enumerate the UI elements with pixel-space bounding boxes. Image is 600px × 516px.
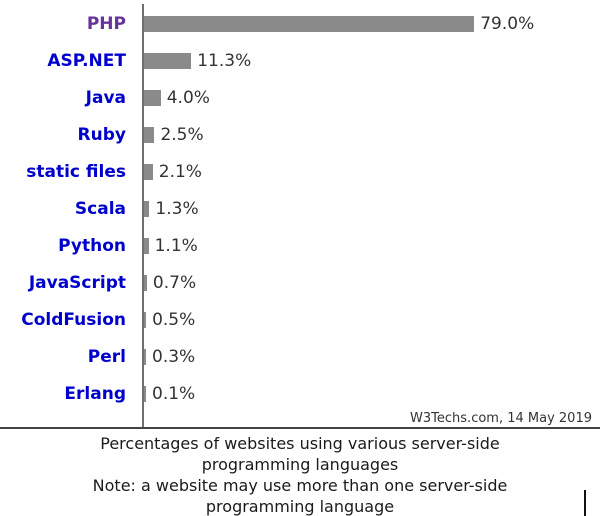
category-label: Java bbox=[85, 87, 126, 108]
bar bbox=[144, 311, 147, 328]
chart-row: PHP 79.0% bbox=[0, 5, 600, 42]
value-label: 2.1% bbox=[158, 161, 202, 182]
category-label: PHP bbox=[86, 13, 126, 34]
row-plot-area: 2.5% bbox=[135, 125, 600, 145]
row-plot-area: 0.3% bbox=[135, 347, 600, 367]
chart-rows: PHP 79.0% ASP.NET 11.3% Java 4.0% Ruby 2… bbox=[0, 5, 600, 412]
bar bbox=[144, 200, 150, 217]
category-label: Ruby bbox=[77, 124, 126, 145]
bar bbox=[144, 126, 155, 143]
attribution-text: W3Techs.com, 14 May 2019 bbox=[410, 411, 592, 426]
row-plot-area: 2.1% bbox=[135, 162, 600, 182]
row-plot-area: 79.0% bbox=[135, 14, 600, 34]
category-label: Perl bbox=[87, 346, 126, 367]
value-label: 2.5% bbox=[160, 124, 204, 145]
row-plot-area: 1.1% bbox=[135, 236, 600, 256]
chart-row: JavaScript 0.7% bbox=[0, 264, 600, 301]
caption-block: Percentages of websites using various se… bbox=[0, 429, 600, 516]
row-plot-area: 0.5% bbox=[135, 310, 600, 330]
category-label: ColdFusion bbox=[21, 309, 126, 330]
value-label: 11.3% bbox=[197, 50, 252, 71]
category-label: JavaScript bbox=[28, 272, 126, 293]
row-plot-area: 1.3% bbox=[135, 199, 600, 219]
chart-row: Erlang 0.1% bbox=[0, 375, 600, 412]
chart-row: Ruby 2.5% bbox=[0, 116, 600, 153]
chart-row: ASP.NET 11.3% bbox=[0, 42, 600, 79]
y-axis-line bbox=[142, 4, 144, 427]
bar bbox=[144, 274, 147, 291]
chart-caption: Percentages of websites using various se… bbox=[100, 434, 500, 474]
category-label: Scala bbox=[74, 198, 126, 219]
value-label: 4.0% bbox=[166, 87, 210, 108]
chart-row: static files 2.1% bbox=[0, 153, 600, 190]
bar bbox=[144, 89, 161, 106]
value-label: 79.0% bbox=[480, 13, 535, 34]
text-cursor-artifact bbox=[584, 490, 586, 516]
row-plot-area: 11.3% bbox=[135, 51, 600, 71]
chart-row: Perl 0.3% bbox=[0, 338, 600, 375]
chart-row: Python 1.1% bbox=[0, 227, 600, 264]
category-label: ASP.NET bbox=[47, 50, 126, 71]
value-label: 0.3% bbox=[152, 346, 196, 367]
chart-row: ColdFusion 0.5% bbox=[0, 301, 600, 338]
chart-note: Note: a website may use more than one se… bbox=[92, 476, 508, 516]
category-label: Erlang bbox=[64, 383, 126, 404]
value-label: 0.5% bbox=[152, 309, 196, 330]
value-label: 1.3% bbox=[155, 198, 199, 219]
bar-chart: PHP 79.0% ASP.NET 11.3% Java 4.0% Ruby 2… bbox=[0, 4, 600, 429]
row-plot-area: 4.0% bbox=[135, 88, 600, 108]
bar bbox=[144, 385, 146, 402]
value-label: 0.7% bbox=[152, 272, 197, 293]
value-label: 0.1% bbox=[152, 383, 196, 404]
row-plot-area: 0.7% bbox=[135, 273, 600, 293]
category-label: Python bbox=[58, 235, 126, 256]
bar bbox=[144, 348, 146, 365]
row-plot-area: 0.1% bbox=[135, 384, 600, 404]
chart-row: Scala 1.3% bbox=[0, 190, 600, 227]
bar bbox=[144, 163, 153, 180]
chart-row: Java 4.0% bbox=[0, 79, 600, 116]
bar bbox=[144, 52, 192, 69]
category-label: static files bbox=[26, 161, 126, 182]
value-label: 1.1% bbox=[154, 235, 198, 256]
bar bbox=[144, 15, 475, 32]
bar bbox=[144, 237, 149, 254]
